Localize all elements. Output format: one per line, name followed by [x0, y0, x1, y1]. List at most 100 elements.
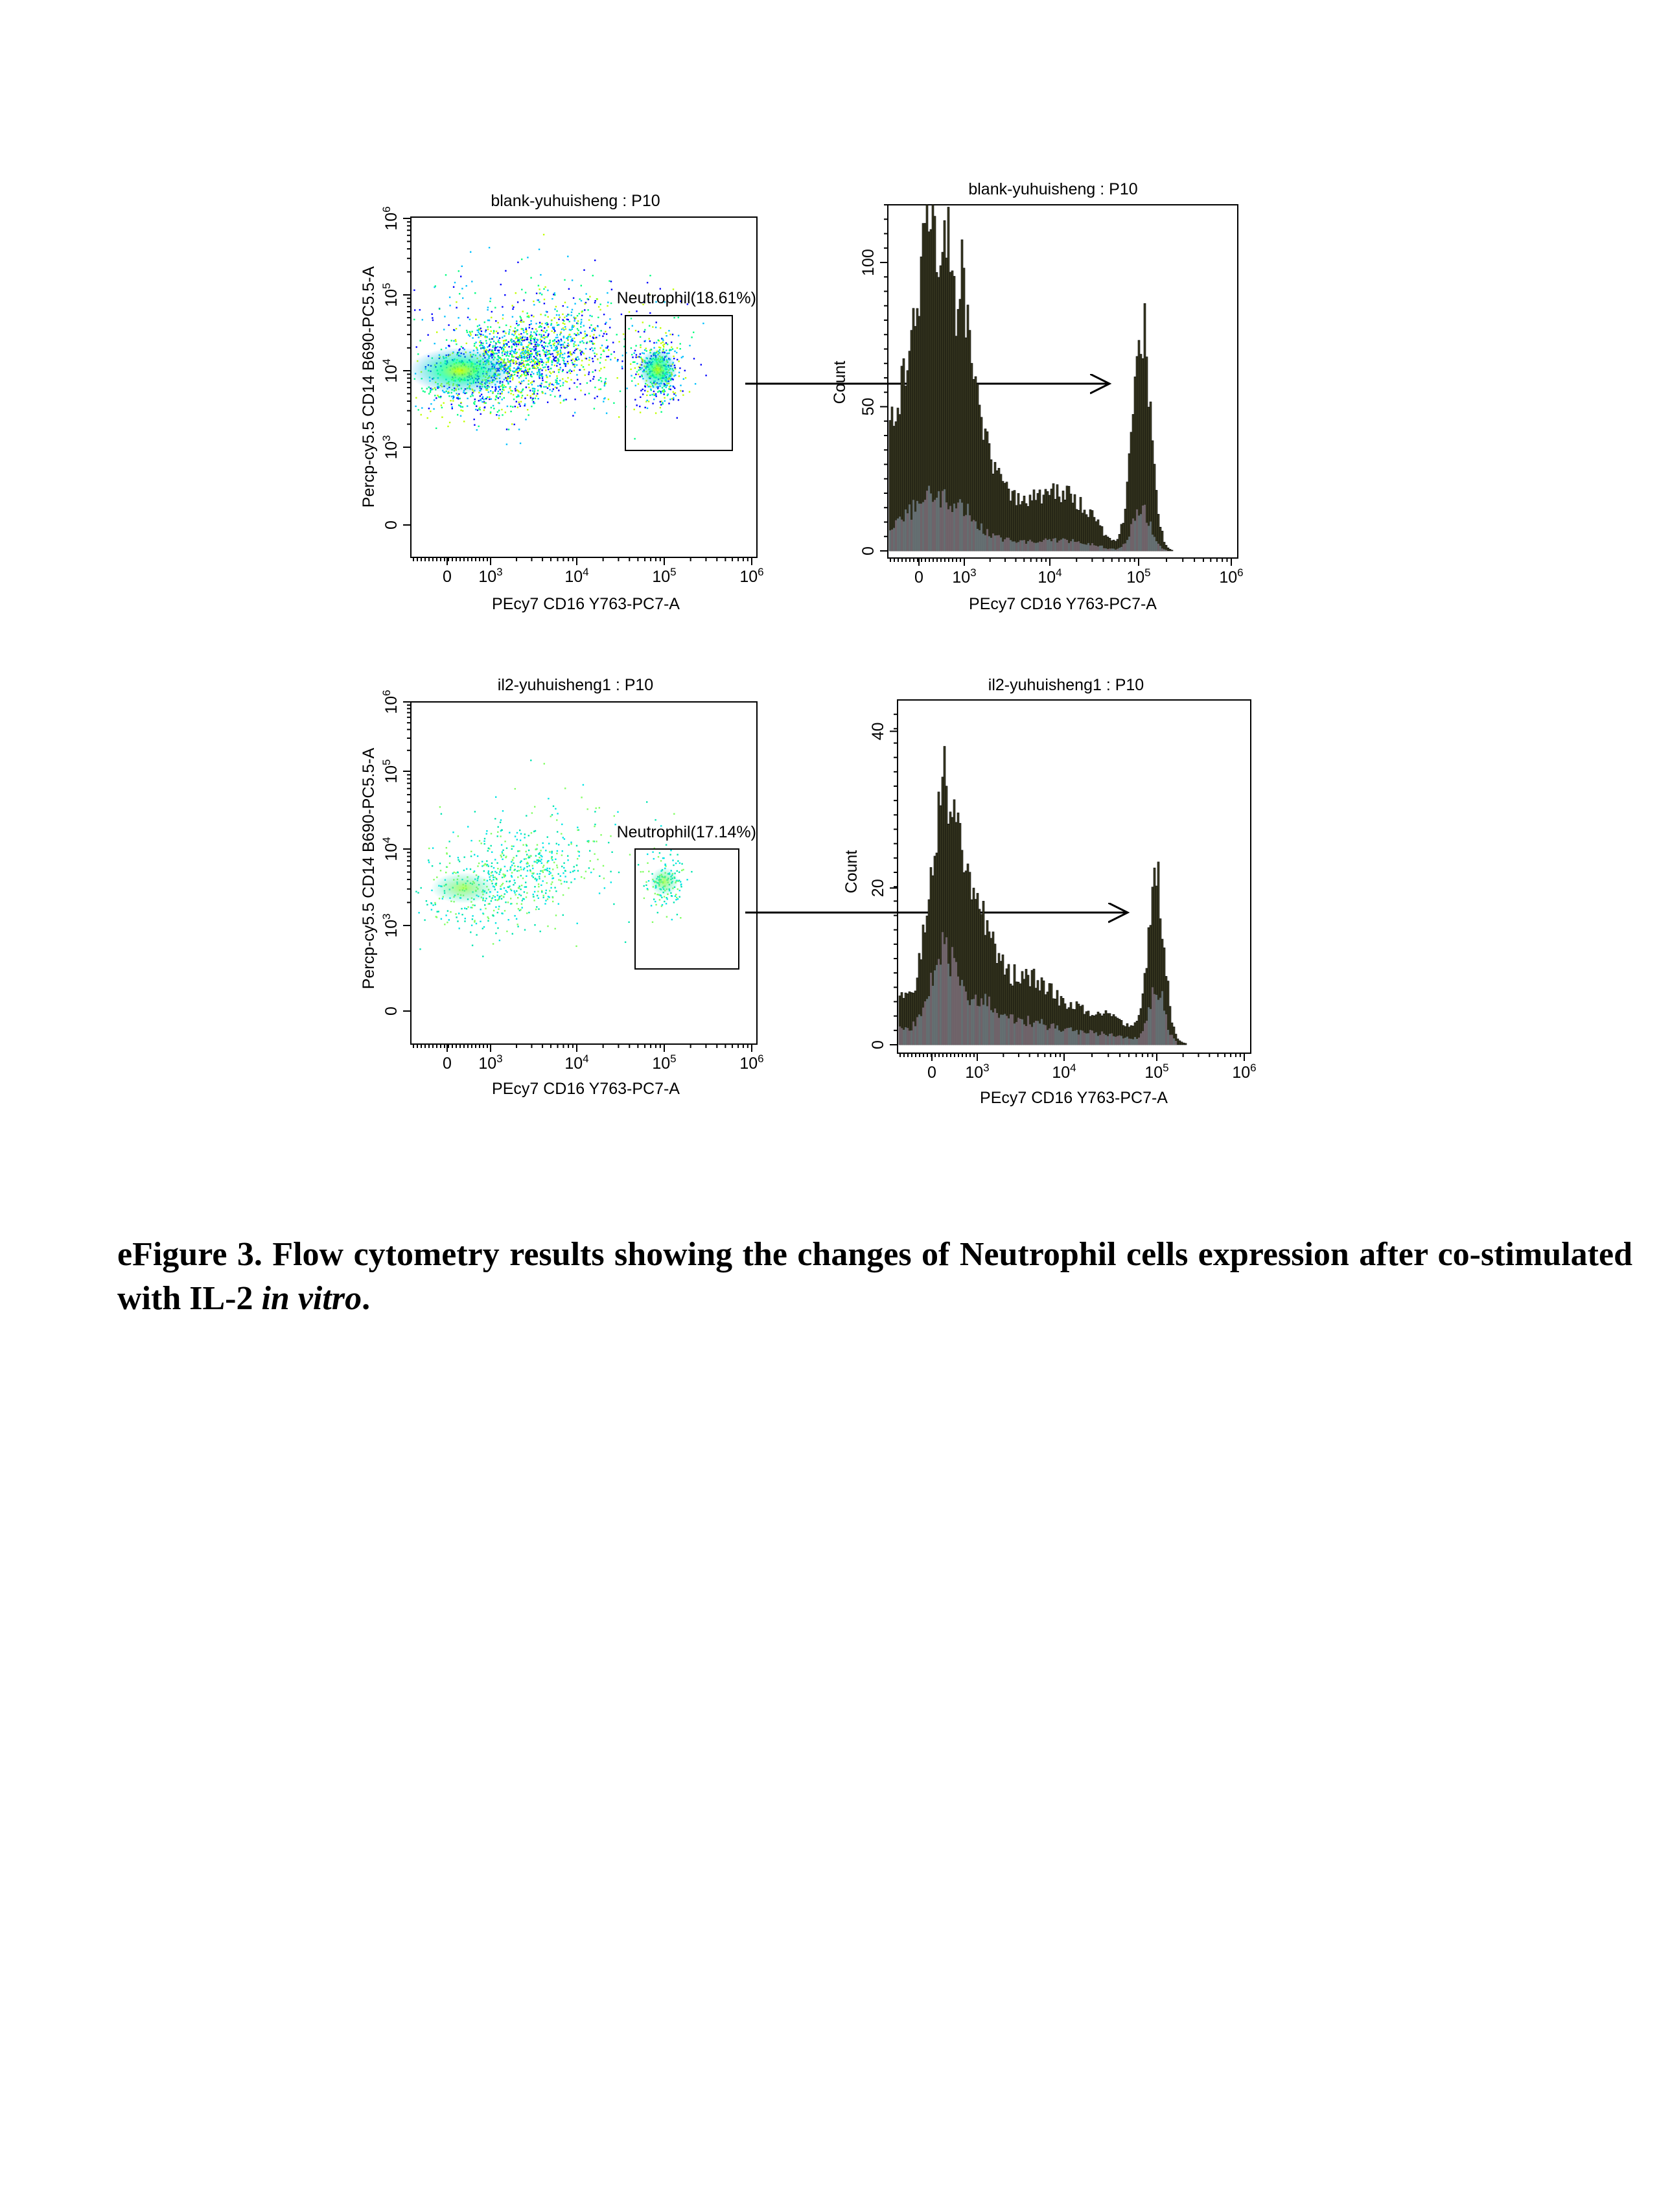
- panel-d-xtick-label: 106: [1232, 1062, 1256, 1082]
- panel-a-event: [574, 352, 575, 354]
- panel-d-overlay-bar: [1025, 1026, 1027, 1045]
- panel-a-event: [533, 349, 535, 351]
- panel-a-event: [547, 323, 549, 325]
- panel-a-event: [570, 336, 572, 338]
- panel-d-ylabel: Count: [842, 850, 861, 894]
- panel-c-event: [528, 856, 531, 859]
- panel-a-event: [556, 354, 559, 356]
- panel-a-event: [568, 344, 570, 346]
- panel-a-event: [561, 356, 563, 358]
- panel-b-overlay-bar: [1027, 541, 1029, 551]
- panel-a-event: [522, 365, 525, 367]
- panel-a-event: [677, 316, 679, 319]
- panel-c-event: [572, 870, 574, 872]
- panel-a-event: [483, 347, 485, 349]
- panel-a-event: [524, 336, 526, 338]
- panel-a-event: [498, 349, 500, 351]
- panel-a-event: [655, 321, 657, 323]
- panel-c-event: [665, 844, 667, 846]
- panel-a-event: [542, 366, 544, 369]
- panel-a-event: [660, 347, 662, 349]
- panel-a-event: [639, 336, 642, 338]
- panel-c-event: [516, 903, 518, 905]
- panel-c-event: [455, 913, 457, 915]
- panel-b-overlay-bar: [992, 533, 994, 551]
- panel-a-event: [541, 369, 543, 371]
- panel-a-event: [491, 350, 494, 352]
- panel-a-ytick-label: 106: [380, 206, 400, 230]
- panel-a-event: [537, 393, 539, 395]
- panel-a-event: [584, 332, 586, 335]
- panel-a-event: [594, 397, 596, 399]
- panel-c-event: [674, 895, 677, 897]
- panel-a-event: [558, 341, 561, 343]
- panel-d-overlay-bar: [1099, 1034, 1101, 1045]
- panel-a-event: [514, 350, 516, 353]
- panel-a-event: [549, 389, 551, 391]
- panel-a-density-hotspot-2: [638, 349, 677, 390]
- panel-c-event: [467, 906, 469, 908]
- panel-a-event: [577, 329, 579, 331]
- panel-d-ytick-label: 0: [869, 1040, 887, 1049]
- panel-c-event: [655, 903, 657, 906]
- panel-a-event: [522, 349, 524, 351]
- panel-c-event: [551, 850, 553, 853]
- panel-c-event: [498, 898, 500, 901]
- panel-d-overlay-bar: [916, 1017, 918, 1045]
- panel-c-event: [561, 850, 563, 852]
- panel-a-event: [610, 288, 613, 290]
- panel-a-event: [481, 401, 483, 403]
- panel-a-event: [596, 336, 597, 338]
- panel-a-event: [449, 305, 451, 307]
- panel-a-event: [583, 337, 585, 339]
- panel-a-event: [499, 342, 501, 344]
- panel-d-overlay-bar: [1091, 1030, 1093, 1045]
- panel-c-event: [586, 808, 588, 810]
- panel-a-event: [635, 354, 638, 356]
- panel-a-event: [518, 381, 520, 383]
- panel-a-event: [568, 355, 570, 357]
- panel-a-event: [512, 375, 514, 377]
- panel-a-event: [514, 331, 516, 332]
- panel-a-event: [467, 334, 470, 336]
- panel-a-event: [511, 374, 513, 376]
- panel-a-event: [639, 353, 642, 355]
- panel-b-overlay-bar: [1006, 537, 1008, 551]
- panel-a-event: [481, 347, 483, 349]
- panel-a-event: [532, 397, 534, 399]
- panel-a-event: [575, 357, 577, 360]
- panel-b-bar: [1145, 356, 1148, 552]
- panel-a-event: [556, 334, 558, 336]
- panel-a-event: [526, 336, 528, 339]
- panel-a-event: [593, 376, 595, 378]
- panel-d-overlay-bar: [1142, 1030, 1144, 1045]
- panel-c-event: [531, 865, 533, 867]
- panel-a-event: [529, 361, 531, 364]
- panel-a-event: [503, 344, 505, 346]
- panel-a-event: [574, 332, 575, 335]
- panel-a-event: [588, 373, 590, 375]
- panel-a-event: [511, 390, 513, 392]
- panel-a-event: [515, 369, 517, 371]
- panel-d-overlay-bar: [1144, 1023, 1146, 1045]
- panel-a-event: [520, 355, 522, 357]
- panel-a-event: [474, 334, 477, 336]
- panel-c-event: [542, 880, 544, 882]
- panel-a-event: [511, 338, 513, 341]
- panel-a-event: [543, 334, 545, 336]
- panel-a-event: [554, 349, 556, 351]
- panel-d-ytick-label: 20: [869, 879, 887, 897]
- panel-a-event: [562, 378, 564, 380]
- panel-a-event: [508, 333, 510, 335]
- panel-a-event: [516, 356, 518, 358]
- panel-a-event: [558, 314, 560, 316]
- panel-b-overlay-bar: [891, 530, 893, 551]
- panel-a-event: [515, 386, 517, 388]
- panel-c-event: [497, 831, 499, 833]
- panel-a-event: [420, 413, 422, 416]
- panel-c-event: [540, 862, 542, 864]
- panel-a-event: [553, 364, 555, 366]
- panel-a-event: [441, 416, 443, 418]
- panel-a-event: [454, 281, 456, 284]
- panel-a-event: [559, 316, 561, 318]
